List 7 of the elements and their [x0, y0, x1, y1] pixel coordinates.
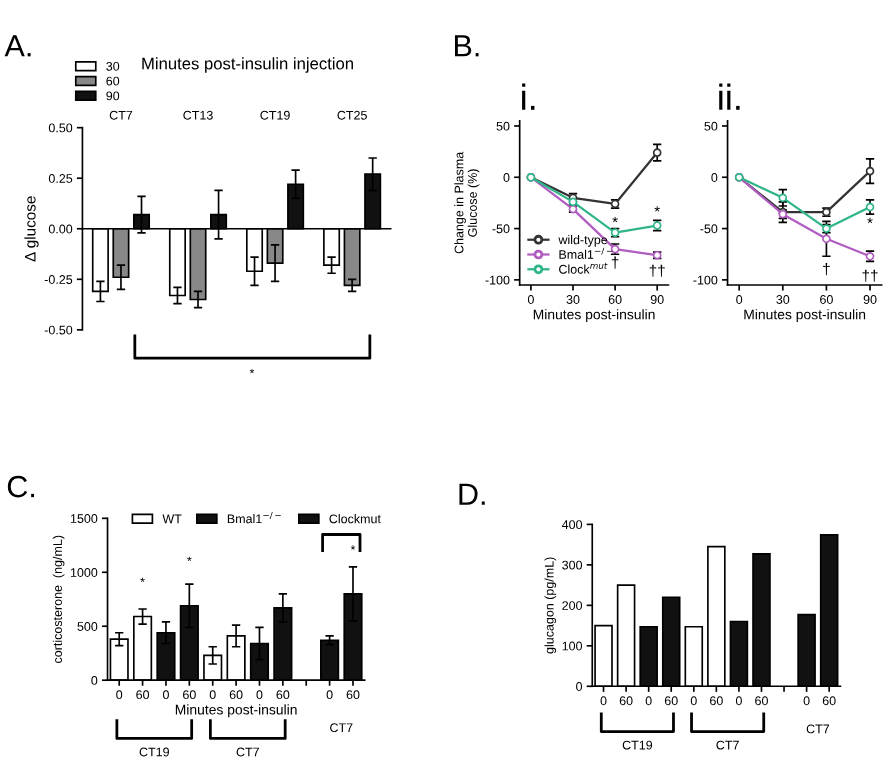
- chart-subtitle: i.: [522, 83, 535, 110]
- legend-title: Minutes post-insulin injection: [142, 57, 353, 73]
- chart-title: D.: [459, 483, 485, 505]
- chart-title: A.: [4, 35, 31, 57]
- chart-title: C.: [7, 475, 35, 498]
- chart-subtitle: ii.: [719, 83, 740, 110]
- chart-title: B.: [454, 35, 479, 57]
